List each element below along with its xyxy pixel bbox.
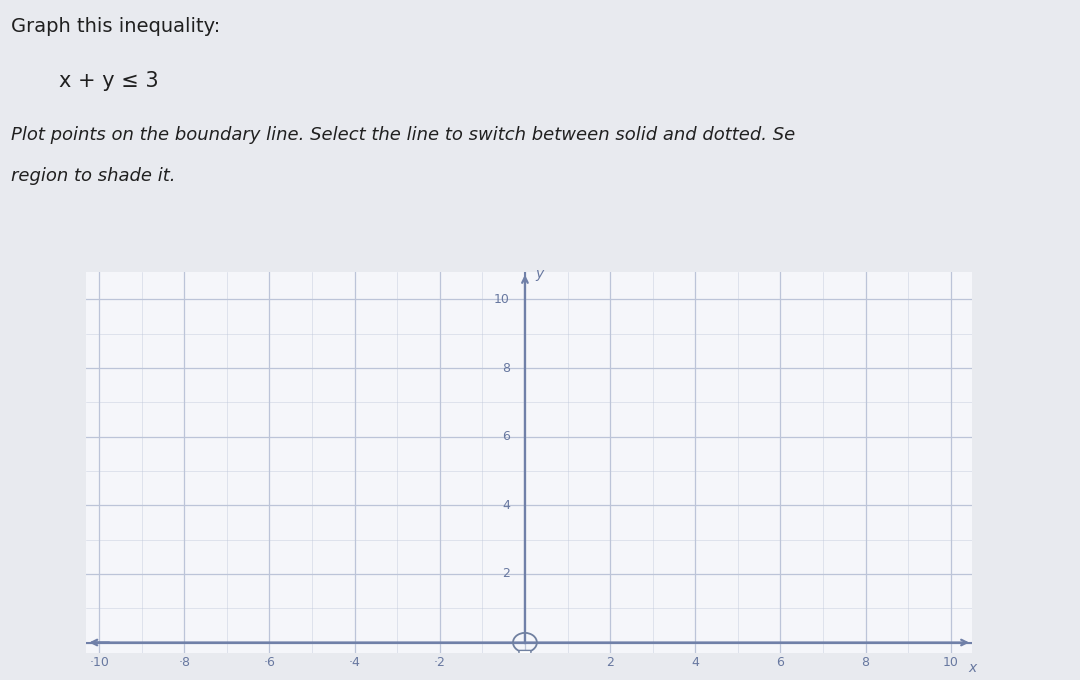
Text: 2: 2 — [606, 656, 615, 669]
Text: 6: 6 — [502, 430, 510, 443]
Text: 4: 4 — [691, 656, 699, 669]
Text: 2: 2 — [502, 567, 510, 581]
Text: Plot points on the boundary line. Select the line to switch between solid and do: Plot points on the boundary line. Select… — [11, 126, 795, 143]
Text: ·4: ·4 — [349, 656, 361, 669]
Text: 8: 8 — [862, 656, 869, 669]
Text: region to shade it.: region to shade it. — [11, 167, 175, 184]
Text: 6: 6 — [777, 656, 784, 669]
Text: 10: 10 — [495, 293, 510, 306]
Text: ·8: ·8 — [178, 656, 190, 669]
Text: x + y ≤ 3: x + y ≤ 3 — [59, 71, 159, 91]
Text: 8: 8 — [502, 362, 510, 375]
FancyBboxPatch shape — [519, 650, 531, 660]
Text: 4: 4 — [502, 499, 510, 512]
Text: ·10: ·10 — [90, 656, 109, 669]
Text: y: y — [536, 267, 544, 281]
Text: x: x — [968, 662, 976, 675]
Text: 10: 10 — [943, 656, 959, 669]
Text: ·6: ·6 — [264, 656, 275, 669]
Text: ·2: ·2 — [434, 656, 446, 669]
Text: Graph this inequality:: Graph this inequality: — [11, 17, 220, 36]
